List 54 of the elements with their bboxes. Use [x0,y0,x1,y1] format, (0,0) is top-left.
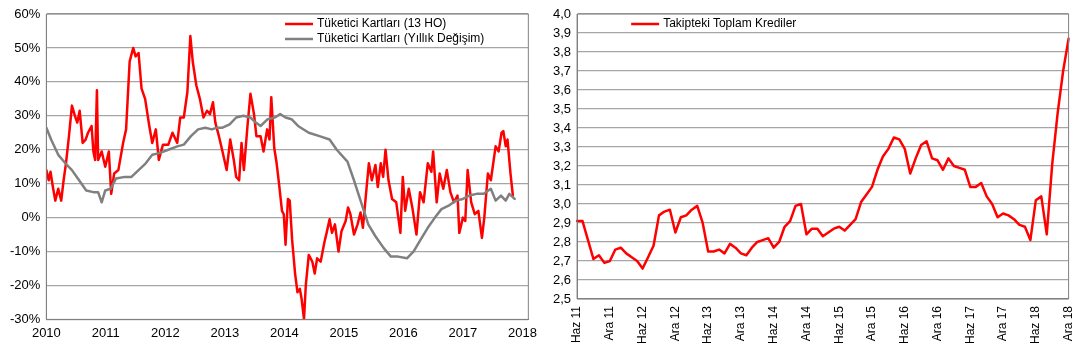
y-tick-label: -20% [9,277,41,293]
x-tick-label: Haz 12 [634,305,649,345]
y-tick-label: 4,0 [552,5,572,21]
y-tick-label: -10% [9,243,41,259]
y-tick-label: 3,2 [552,157,572,173]
x-tick-label: 2011 [91,324,120,340]
x-tick-label: Ara 17 [995,305,1010,342]
x-tick-label: Haz 17 [962,305,977,345]
x-tick-label: Ara 14 [798,305,813,342]
x-tick-label: 2018 [507,324,537,340]
x-tick-label: Ara 16 [929,305,944,342]
y-tick-label: -30% [9,310,41,326]
x-tick-label: 2013 [210,324,240,340]
y-tick-label: 3,5 [552,100,572,116]
y-tick-label: 40% [14,73,41,89]
x-tick-label: Haz 14 [766,305,780,345]
x-tick-label: Ara 12 [667,305,682,342]
y-tick-label: 2,6 [552,271,572,287]
legend-label: Tüketici Kartları (Yıllık Değişim) [316,31,485,46]
x-tick-label: 2015 [329,324,359,340]
x-tick-label: Haz 16 [897,305,912,345]
y-tick-label: 3,0 [552,195,572,211]
x-tick-label: 2016 [388,324,418,340]
x-tick-label: 2017 [448,324,478,340]
x-tick-label: 2014 [269,324,299,340]
x-tick-label: 2012 [150,324,180,340]
y-tick-label: 50% [14,39,41,55]
y-tick-label: 2,8 [552,233,572,249]
y-tick-label: 2,7 [552,252,572,268]
y-tick-label: 20% [14,141,41,157]
x-tick-label: Ara 15 [864,305,879,342]
y-tick-label: 0% [21,209,41,225]
y-tick-label: 3,3 [552,138,572,154]
x-tick-label: Haz 13 [700,305,715,345]
x-tick-label: Haz 18 [1028,305,1043,345]
y-tick-label: 60% [14,5,41,21]
y-tick-label: 3,7 [552,62,572,78]
legend-label: Tüketici Kartları (13 HO) [316,16,447,31]
y-tick-label: 10% [14,175,41,191]
y-tick-label: 3,4 [552,119,572,135]
x-tick-label: 2010 [31,324,61,340]
y-tick-label: 30% [14,107,41,123]
y-tick-label: 3,6 [552,81,572,97]
x-tick-label: Haz 15 [831,305,846,345]
legend-label: Takipteki Toplam Krediler [663,16,797,31]
y-tick-label: 2,5 [552,290,572,306]
y-tick-label: 2,9 [552,214,572,230]
y-tick-label: 3,8 [552,43,572,59]
x-tick-label: Ara 11 [602,305,617,341]
x-tick-label: Ara 18 [1060,305,1075,342]
y-tick-label: 3,1 [552,176,572,192]
x-tick-label: Haz 11 [569,305,584,344]
x-tick-label: Ara 13 [733,305,748,342]
y-tick-label: 3,9 [552,24,572,40]
